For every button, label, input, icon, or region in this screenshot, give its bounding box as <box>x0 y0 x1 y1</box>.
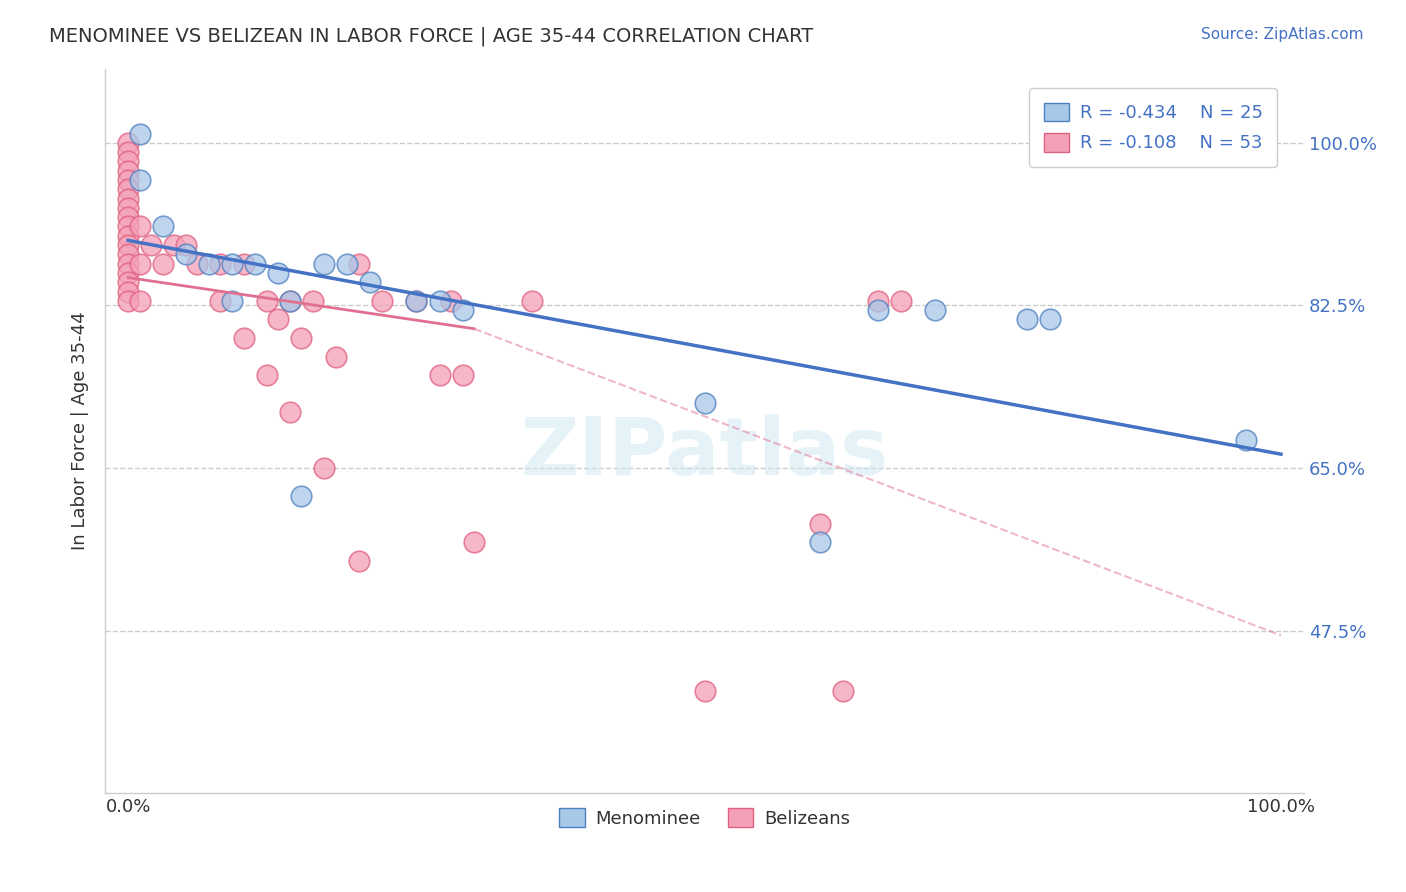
Point <box>866 303 889 318</box>
Point <box>152 257 174 271</box>
Point <box>314 461 336 475</box>
Point <box>117 228 139 243</box>
Point <box>117 192 139 206</box>
Point <box>808 516 831 531</box>
Point <box>117 247 139 261</box>
Point <box>336 257 359 271</box>
Text: ZIPatlas: ZIPatlas <box>520 414 889 491</box>
Point <box>117 266 139 280</box>
Point <box>256 368 278 383</box>
Point <box>693 396 716 410</box>
Point <box>267 266 290 280</box>
Point <box>117 219 139 234</box>
Point <box>924 303 946 318</box>
Point <box>290 331 312 345</box>
Point <box>278 293 301 308</box>
Point <box>117 201 139 215</box>
Point <box>325 350 347 364</box>
Text: Source: ZipAtlas.com: Source: ZipAtlas.com <box>1201 27 1364 42</box>
Point <box>371 293 394 308</box>
Point <box>301 293 323 308</box>
Point <box>117 285 139 299</box>
Point <box>405 293 427 308</box>
Point <box>117 136 139 150</box>
Point <box>429 368 451 383</box>
Point <box>429 293 451 308</box>
Point <box>117 182 139 196</box>
Point <box>117 275 139 289</box>
Point <box>128 219 150 234</box>
Point <box>117 211 139 225</box>
Point <box>1017 312 1039 326</box>
Point <box>221 293 243 308</box>
Point <box>117 173 139 187</box>
Point <box>128 257 150 271</box>
Point <box>117 238 139 252</box>
Point <box>117 163 139 178</box>
Point <box>451 368 474 383</box>
Point <box>128 173 150 187</box>
Point <box>359 275 381 289</box>
Point <box>451 303 474 318</box>
Legend: Menominee, Belizeans: Menominee, Belizeans <box>553 801 858 835</box>
Point <box>221 257 243 271</box>
Point <box>117 154 139 169</box>
Point <box>209 257 232 271</box>
Point <box>693 684 716 698</box>
Point <box>890 293 912 308</box>
Point <box>243 257 266 271</box>
Point <box>1039 312 1062 326</box>
Point <box>232 257 254 271</box>
Point <box>808 535 831 549</box>
Point <box>866 293 889 308</box>
Point <box>152 219 174 234</box>
Point <box>290 489 312 503</box>
Point <box>440 293 463 308</box>
Point <box>128 293 150 308</box>
Point <box>347 257 370 271</box>
Point <box>267 312 290 326</box>
Point <box>1236 434 1258 448</box>
Point <box>405 293 427 308</box>
Point <box>832 684 855 698</box>
Point <box>232 331 254 345</box>
Point <box>209 293 232 308</box>
Y-axis label: In Labor Force | Age 35-44: In Labor Force | Age 35-44 <box>72 311 89 550</box>
Point <box>278 293 301 308</box>
Point <box>117 293 139 308</box>
Text: MENOMINEE VS BELIZEAN IN LABOR FORCE | AGE 35-44 CORRELATION CHART: MENOMINEE VS BELIZEAN IN LABOR FORCE | A… <box>49 27 814 46</box>
Point <box>174 238 197 252</box>
Point <box>186 257 208 271</box>
Point <box>1212 127 1234 141</box>
Point <box>174 247 197 261</box>
Point <box>117 145 139 160</box>
Point <box>463 535 485 549</box>
Point <box>520 293 543 308</box>
Point <box>198 257 221 271</box>
Point <box>141 238 163 252</box>
Point <box>163 238 186 252</box>
Point <box>314 257 336 271</box>
Point <box>256 293 278 308</box>
Point <box>128 127 150 141</box>
Point <box>347 554 370 568</box>
Point <box>117 257 139 271</box>
Point <box>278 405 301 419</box>
